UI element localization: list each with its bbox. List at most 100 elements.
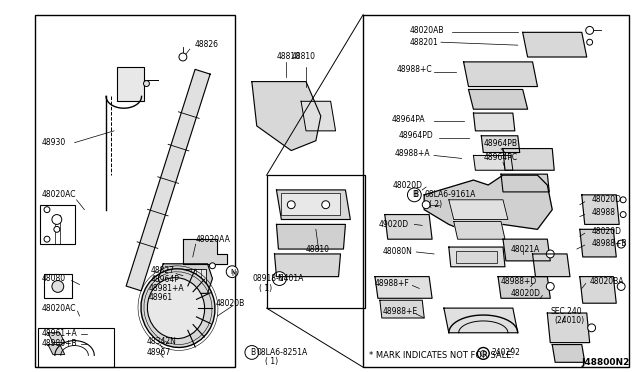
Circle shape: [44, 236, 50, 242]
Polygon shape: [48, 333, 65, 343]
Text: 48080: 48080: [42, 274, 66, 283]
Text: B: B: [413, 190, 418, 199]
Polygon shape: [501, 174, 549, 192]
Bar: [35, 15, 235, 367]
Bar: [40, 205, 75, 244]
Text: 48020AA: 48020AA: [196, 235, 230, 244]
Text: 48988: 48988: [591, 208, 616, 217]
Text: ( 1): ( 1): [259, 284, 272, 293]
Text: N: N: [232, 271, 237, 277]
Bar: [282, 193, 340, 215]
Polygon shape: [449, 200, 508, 219]
Text: J48800N2: J48800N2: [582, 358, 630, 367]
Circle shape: [587, 39, 593, 45]
Circle shape: [209, 263, 216, 269]
Text: 48020AC: 48020AC: [42, 304, 77, 312]
Text: 48020D: 48020D: [511, 289, 541, 298]
Polygon shape: [275, 254, 340, 277]
Text: 48964PB: 48964PB: [483, 139, 517, 148]
Circle shape: [273, 272, 286, 285]
Text: 48964PC: 48964PC: [483, 153, 517, 162]
Circle shape: [52, 215, 61, 224]
Polygon shape: [498, 277, 550, 298]
Polygon shape: [252, 81, 321, 151]
Text: 48988+E: 48988+E: [383, 307, 418, 315]
Polygon shape: [523, 32, 587, 57]
Polygon shape: [552, 344, 585, 362]
Text: 48020D: 48020D: [591, 195, 621, 204]
Circle shape: [620, 197, 626, 203]
Text: 48827: 48827: [150, 266, 174, 275]
Polygon shape: [547, 313, 589, 343]
Text: 08LA6-9161A: 08LA6-9161A: [424, 190, 476, 199]
Text: 48810: 48810: [291, 52, 316, 61]
Polygon shape: [385, 215, 432, 239]
Text: 48988+C: 48988+C: [397, 65, 432, 74]
Bar: [363, 15, 629, 367]
Text: N: N: [278, 274, 284, 283]
Circle shape: [44, 207, 50, 212]
Text: 08918-6401A: 08918-6401A: [253, 274, 304, 283]
Polygon shape: [580, 277, 616, 303]
Bar: [38, 328, 114, 367]
Circle shape: [547, 250, 554, 258]
Circle shape: [287, 201, 295, 209]
Polygon shape: [48, 344, 65, 355]
Text: 48988+D: 48988+D: [501, 277, 537, 286]
Text: SEC.240: SEC.240: [550, 307, 582, 315]
Text: * MARK INDICATES NOT FOR SALE.: * MARK INDICATES NOT FOR SALE.: [369, 351, 514, 360]
Bar: [117, 67, 143, 101]
Polygon shape: [463, 62, 538, 87]
Text: 48021A: 48021A: [511, 244, 540, 254]
Text: 48981+A: 48981+A: [148, 284, 184, 293]
Circle shape: [586, 26, 594, 34]
Text: 48020D: 48020D: [393, 180, 422, 189]
Circle shape: [52, 280, 64, 292]
Text: 48342N: 48342N: [147, 337, 177, 346]
Text: ( 2): ( 2): [429, 200, 442, 209]
Bar: [168, 269, 205, 291]
Polygon shape: [276, 224, 346, 249]
Ellipse shape: [147, 278, 205, 339]
Text: 48961+A: 48961+A: [42, 329, 78, 338]
Circle shape: [179, 53, 187, 61]
Circle shape: [617, 240, 625, 248]
Text: 08LA6-8251A: 08LA6-8251A: [257, 348, 308, 357]
Polygon shape: [449, 247, 505, 267]
Text: 240292: 240292: [491, 348, 520, 357]
Polygon shape: [468, 90, 527, 109]
Text: N: N: [230, 269, 236, 275]
Polygon shape: [444, 308, 518, 333]
Circle shape: [481, 350, 486, 356]
Text: 48967: 48967: [147, 348, 171, 357]
Polygon shape: [301, 101, 335, 131]
Text: 48980+B: 48980+B: [42, 339, 77, 348]
Text: (24010): (24010): [554, 317, 584, 326]
Polygon shape: [503, 148, 554, 170]
Text: 48020BA: 48020BA: [589, 277, 624, 286]
Polygon shape: [424, 175, 552, 234]
Circle shape: [226, 266, 238, 278]
Circle shape: [477, 347, 489, 359]
Polygon shape: [481, 136, 520, 153]
Bar: [44, 274, 72, 298]
Polygon shape: [126, 69, 210, 291]
Circle shape: [617, 282, 625, 291]
Text: 48988+F: 48988+F: [375, 279, 410, 288]
Text: 48080N: 48080N: [383, 247, 413, 256]
Polygon shape: [474, 113, 515, 131]
Polygon shape: [582, 195, 620, 224]
Circle shape: [143, 81, 149, 87]
Text: 48988+B: 48988+B: [591, 238, 627, 248]
Bar: [267, 175, 365, 308]
Text: 48964PD: 48964PD: [399, 131, 433, 140]
Polygon shape: [183, 239, 227, 264]
Polygon shape: [380, 300, 424, 318]
Text: ( 1): ( 1): [265, 357, 278, 366]
Circle shape: [422, 201, 430, 209]
Text: 488201: 488201: [410, 38, 438, 47]
Text: 48020D: 48020D: [591, 227, 621, 236]
Polygon shape: [375, 277, 432, 298]
Circle shape: [322, 201, 330, 209]
Text: 48964P: 48964P: [150, 275, 179, 284]
